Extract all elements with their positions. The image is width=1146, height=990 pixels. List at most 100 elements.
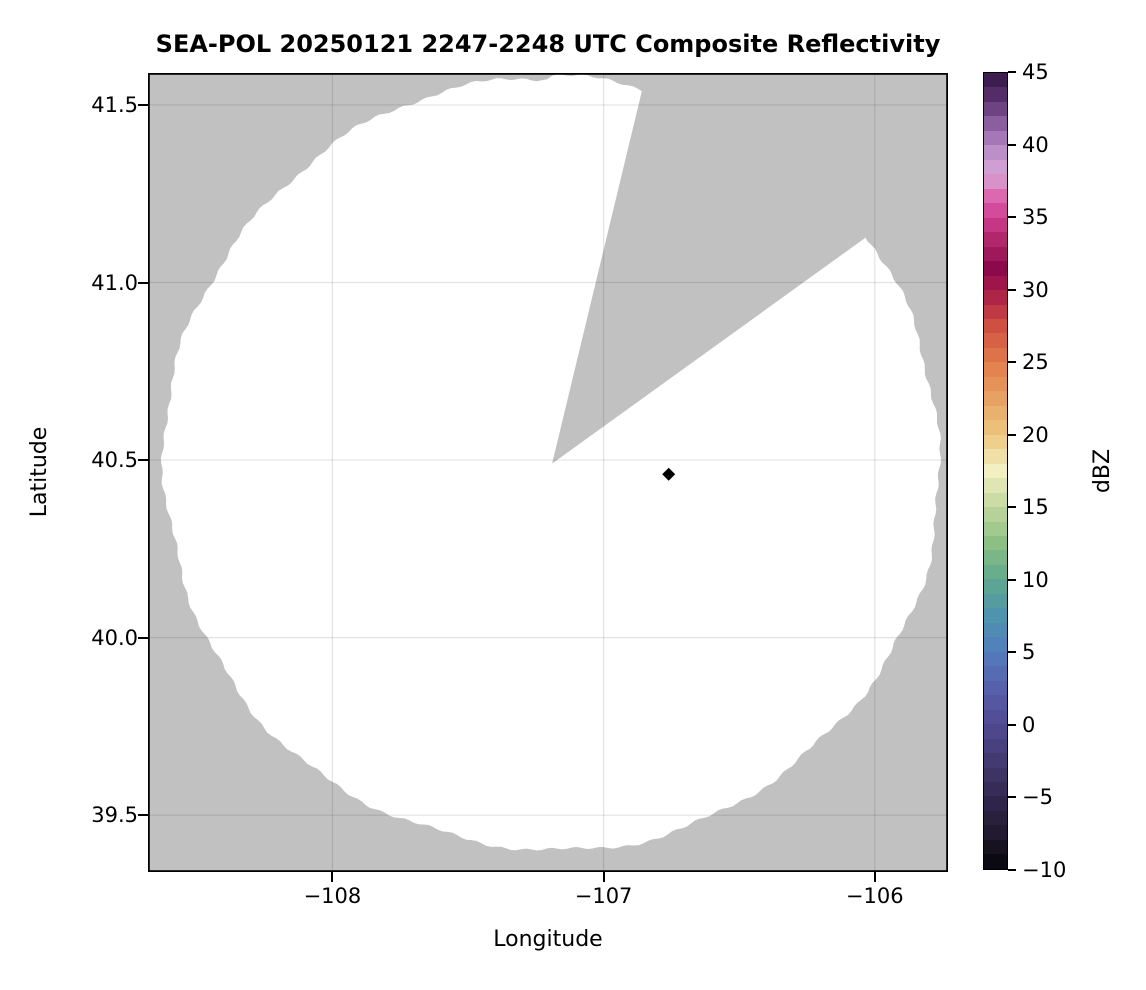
colorbar-cell [984, 839, 1007, 855]
colorbar-cell [984, 174, 1007, 189]
y-tick-label: 39.5 [91, 803, 138, 828]
colorbar-label: dBZ [1090, 448, 1115, 494]
colorbar-cell [984, 217, 1007, 233]
colorbar-tick-mark [1008, 578, 1016, 581]
colorbar-cell [984, 854, 1007, 869]
colorbar-cell [984, 521, 1007, 536]
colorbar-cell [984, 651, 1007, 667]
colorbar-cell [984, 347, 1007, 363]
colorbar-cell [984, 753, 1007, 768]
colorbar-cell [984, 680, 1007, 696]
plot-canvas [148, 73, 948, 872]
x-tick-mark [602, 871, 605, 882]
colorbar-tick-mark [1008, 71, 1016, 73]
site-marker-diamond [662, 467, 676, 481]
colorbar-cell [984, 232, 1007, 247]
y-tick-mark [138, 814, 149, 817]
y-tick-label: 41.0 [91, 270, 138, 295]
colorbar-cell [984, 87, 1007, 102]
colorbar-tick-mark [1008, 433, 1016, 436]
colorbar-cell [984, 261, 1007, 276]
colorbar-tick-mark [1008, 651, 1016, 654]
colorbar-tick-mark [1008, 796, 1016, 799]
colorbar-cell [984, 796, 1007, 811]
y-tick-mark [138, 103, 149, 106]
colorbar-tick-mark [1008, 869, 1016, 871]
colorbar-cell [984, 318, 1007, 334]
colorbar-tick-label: 0 [1022, 712, 1036, 737]
colorbar-tick-mark [1008, 216, 1016, 219]
colorbar-cell [984, 463, 1007, 479]
colorbar-cell [984, 709, 1007, 725]
colorbar-cell [984, 333, 1007, 348]
colorbar-tick-label: 35 [1022, 205, 1049, 230]
colorbar [983, 72, 1008, 870]
colorbar-cell [984, 593, 1007, 609]
x-tick-label: −107 [574, 884, 633, 908]
colorbar-cell [984, 159, 1007, 175]
colorbar-cell [984, 536, 1007, 551]
colorbar-cell [984, 101, 1007, 117]
y-tick-label: 40.5 [91, 448, 138, 473]
colorbar-cell [984, 405, 1007, 421]
colorbar-cell [984, 116, 1007, 131]
colorbar-tick-label: 30 [1022, 277, 1049, 302]
colorbar-tick-label: 15 [1022, 495, 1049, 520]
colorbar-cell [984, 622, 1007, 638]
colorbar-tick-label: −10 [1022, 858, 1067, 882]
colorbar-tick-label: 5 [1022, 640, 1036, 665]
colorbar-tick-label: 40 [1022, 132, 1049, 157]
colorbar-cell [984, 608, 1007, 623]
colorbar-cell [984, 449, 1007, 464]
colorbar-cell [984, 203, 1007, 218]
colorbar-cell [984, 290, 1007, 305]
colorbar-tick-mark [1008, 288, 1016, 291]
colorbar-tick-label: −5 [1022, 785, 1053, 810]
colorbar-tick-mark [1008, 143, 1016, 146]
colorbar-tick-label: 20 [1022, 422, 1049, 447]
colorbar-cell [984, 724, 1007, 739]
colorbar-cell [984, 781, 1007, 797]
colorbar-cell [984, 246, 1007, 262]
colorbar-cell [984, 695, 1007, 710]
colorbar-cell [984, 666, 1007, 681]
colorbar-cell [984, 507, 1007, 522]
y-tick-mark [138, 459, 149, 462]
colorbar-cell [984, 637, 1007, 652]
colorbar-cell [984, 478, 1007, 493]
radar-blocked-sector [552, 73, 948, 464]
colorbar-cell [984, 391, 1007, 406]
colorbar-cell [984, 420, 1007, 435]
colorbar-cell [984, 579, 1007, 594]
x-tick-label: −106 [845, 884, 904, 908]
colorbar-tick-label: 10 [1022, 567, 1049, 592]
colorbar-cell [984, 188, 1007, 204]
colorbar-cell [984, 434, 1007, 450]
x-axis-label: Longitude [493, 927, 603, 952]
y-tick-label: 41.5 [91, 92, 138, 117]
colorbar-cell [984, 73, 1007, 88]
colorbar-cell [984, 550, 1007, 565]
colorbar-cell [984, 810, 1007, 826]
colorbar-cell [984, 492, 1007, 508]
colorbar-tick-label: 45 [1022, 60, 1049, 84]
plot-frame [148, 73, 948, 872]
colorbar-cell [984, 362, 1007, 377]
colorbar-tick-label: 25 [1022, 350, 1049, 375]
colorbar-cell [984, 564, 1007, 580]
x-tick-mark [873, 871, 876, 882]
colorbar-cell [984, 376, 1007, 392]
colorbar-cell [984, 738, 1007, 754]
colorbar-cell [984, 825, 1007, 840]
x-tick-label: −108 [303, 884, 362, 908]
y-tick-mark [138, 281, 149, 284]
x-tick-mark [331, 871, 334, 882]
y-tick-mark [138, 636, 149, 639]
colorbar-cell [984, 275, 1007, 291]
plot-title: SEA-POL 20250121 2247-2248 UTC Composite… [155, 30, 941, 58]
colorbar-cell [984, 145, 1007, 160]
colorbar-cell [984, 130, 1007, 146]
colorbar-tick-mark [1008, 361, 1016, 364]
colorbar-tick-mark [1008, 723, 1016, 726]
